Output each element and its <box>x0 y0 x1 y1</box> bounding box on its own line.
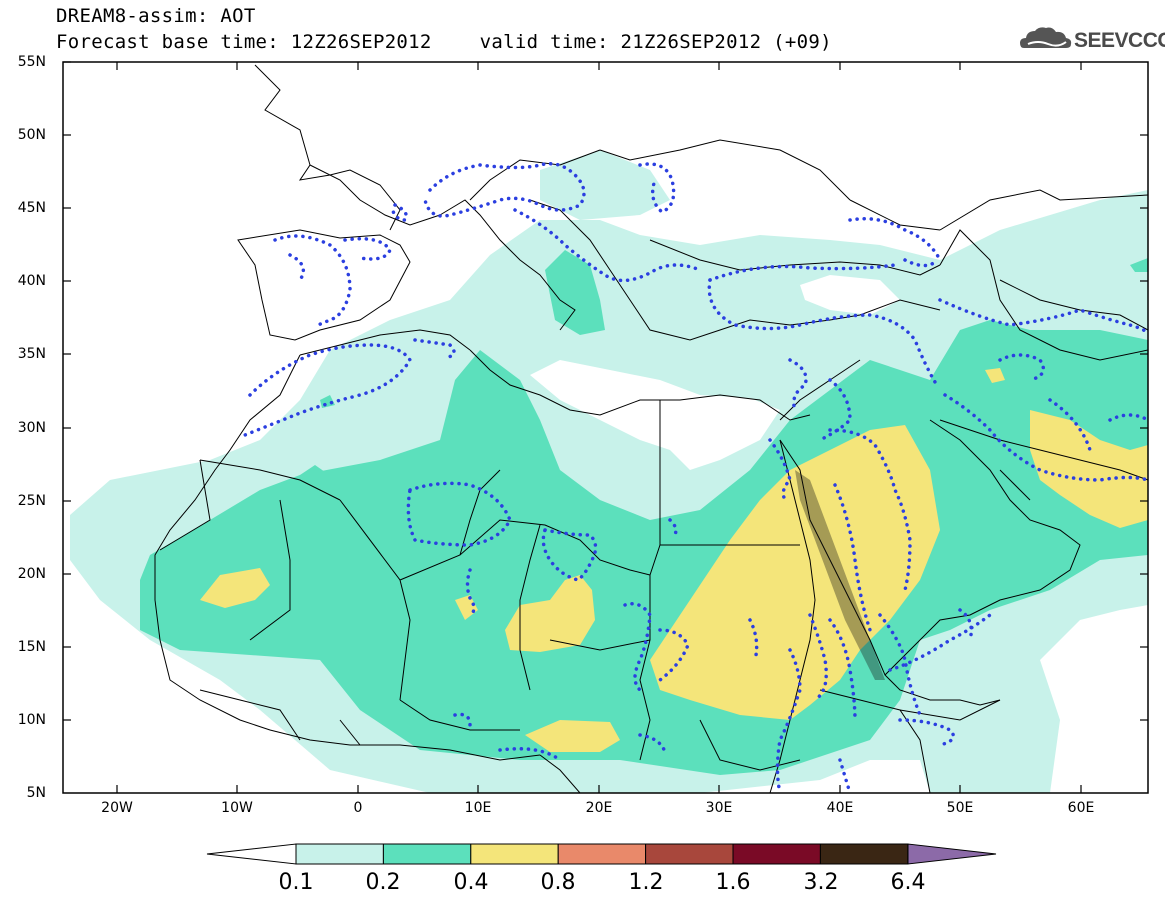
cloud-icon <box>1020 27 1072 48</box>
logo-text: SEEVCCC <box>1074 29 1165 52</box>
lon-label: 50E <box>946 800 974 816</box>
axis-ticks <box>63 61 1148 793</box>
lon-label: 10W <box>221 800 253 816</box>
map-title: DREAM8-assim: AOT <box>56 5 256 27</box>
colorbar-label: 0.8 <box>540 870 576 895</box>
lat-label: 35N <box>17 346 46 362</box>
lon-label: 30E <box>705 800 733 816</box>
lon-label: 20W <box>101 800 133 816</box>
lon-label: 10E <box>464 800 492 816</box>
lon-label: 60E <box>1067 800 1095 816</box>
lon-label: 20E <box>585 800 613 816</box>
lat-label: 30N <box>17 420 46 436</box>
colorbar-label: 0.2 <box>365 870 401 895</box>
colorbar-bin <box>295 843 384 865</box>
coastlines-borders <box>154 64 1148 793</box>
colorbar-label: 1.2 <box>628 870 664 895</box>
colorbar-label: 0.1 <box>278 870 314 895</box>
lat-label: 10N <box>17 712 46 728</box>
lat-label: 15N <box>17 639 46 655</box>
lat-label: 40N <box>17 273 46 289</box>
colorbar-bin <box>645 843 734 865</box>
colorbar-label: 3.2 <box>803 870 839 895</box>
colorbar-under-arrow <box>206 843 297 865</box>
dotted-contours <box>243 162 1148 793</box>
colorbar-bin <box>382 843 472 865</box>
lon-label: 40E <box>826 800 854 816</box>
lat-label: 25N <box>17 493 46 509</box>
colorbar <box>206 843 997 865</box>
colorbar-label: 6.4 <box>890 870 926 895</box>
lat-label: 20N <box>17 566 46 582</box>
valid-time: valid time: 21Z26SEP2012 (+09) <box>479 31 832 53</box>
lat-label: 5N <box>26 785 46 801</box>
colorbar-bin <box>557 843 647 865</box>
lat-label: 50N <box>17 127 46 143</box>
colorbar-bin <box>819 843 909 865</box>
colorbar-bin <box>732 843 821 865</box>
lat-label: 55N <box>17 54 46 70</box>
lon-label: 0 <box>353 800 363 816</box>
forecast-times: Forecast base time: 12Z26SEP2012 valid ti… <box>56 31 832 53</box>
colorbar-label: 0.4 <box>453 870 489 895</box>
forecast-base-time: Forecast base time: 12Z26SEP2012 <box>56 31 432 53</box>
red-sea-coast <box>795 470 885 680</box>
colorbar-label: 1.6 <box>715 870 751 895</box>
aot-band-0-4 <box>200 368 1148 752</box>
lat-label: 45N <box>17 200 46 216</box>
colorbar-bin <box>470 843 559 865</box>
colorbar-over-arrow <box>907 843 997 865</box>
